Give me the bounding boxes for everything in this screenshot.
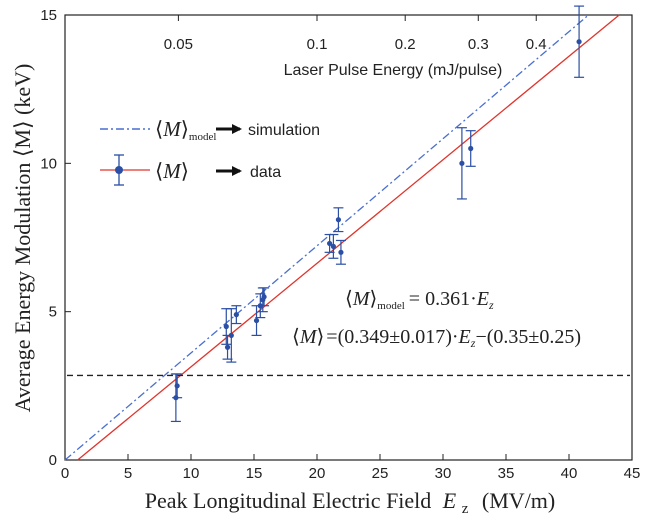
y-tick-label: 15 <box>40 7 57 24</box>
data-point <box>327 240 333 247</box>
top-tick-label: 0.3 <box>468 36 489 53</box>
equation-fit-var-sub: z <box>470 336 476 350</box>
top-tick-label: 0.2 <box>395 36 416 53</box>
data-point <box>576 39 582 45</box>
data-point <box>261 294 267 300</box>
legend-model-text: simulation <box>248 122 320 139</box>
x-tick-label: 10 <box>183 465 200 482</box>
x-tick-label: 0 <box>61 465 69 482</box>
y-tick-label: 0 <box>49 452 57 469</box>
legend-data-symbol: ⟨M⟩ <box>155 159 189 183</box>
equation-model-var-sub: z <box>488 298 494 312</box>
fit-lines <box>64 14 630 461</box>
data-point <box>468 145 474 152</box>
x-tick-label: 30 <box>435 465 452 482</box>
data-points <box>170 5 585 423</box>
data-point <box>335 217 342 223</box>
equation-fit: ⟨M⟩ =(0.349±0.017)·Ez−(0.35±0.25) <box>292 326 581 350</box>
x-axis-title-var: E <box>442 488 457 513</box>
data-point <box>223 323 229 330</box>
data-point <box>253 317 260 324</box>
x-axis-title-sub: z <box>462 501 469 517</box>
y-tick-label: 10 <box>40 155 57 172</box>
x-tick-label: 40 <box>561 465 578 482</box>
equation-fit-tail: −(0.35±0.25) <box>475 326 581 348</box>
equation-fit-var: E <box>458 326 471 348</box>
data-fit-line <box>77 14 620 461</box>
x-axis-title-main: Peak Longitudinal Electric Field <box>145 488 432 513</box>
top-tick-label: 0.05 <box>164 36 193 53</box>
x-tick-label: 25 <box>372 465 389 482</box>
equation-annotations: ⟨M⟩model = 0.361·Ez ⟨M⟩ =(0.349±0.017)·Ez−… <box>292 288 581 350</box>
model-simulation-line <box>64 14 589 461</box>
equation-model-sub: model <box>377 300 405 312</box>
x-tick-label: 45 <box>624 465 641 482</box>
y-axis-title: Average Energy Modulation ⟨M⟩ (keV) <box>10 64 35 413</box>
y-axis-ticks: 0 5 10 15 <box>40 7 71 469</box>
data-point <box>228 332 234 338</box>
plot-frame <box>64 14 633 461</box>
x-axis-title: Peak Longitudinal Electric Field E z (MV… <box>145 488 556 518</box>
equation-model-var: E <box>476 288 489 310</box>
top-axis-title: Laser Pulse Energy (mJ/pulse) <box>284 62 503 79</box>
equation-fit-mid: =(0.349±0.017)· <box>326 326 458 348</box>
x-tick-label: 20 <box>309 465 326 482</box>
legend: ⟨M⟩model simulation ⟨M⟩ data <box>100 117 320 186</box>
data-point <box>233 312 239 318</box>
top-tick-label: 0.4 <box>526 36 547 53</box>
x-tick-label: 35 <box>498 465 515 482</box>
legend-model-symbol: ⟨M⟩model <box>155 117 216 143</box>
top-tick-label: 0.1 <box>307 36 328 53</box>
equation-model-rhs: = 0.361· <box>409 288 477 310</box>
x-tick-label: 15 <box>246 465 263 482</box>
data-point <box>330 243 336 249</box>
data-point <box>173 395 179 401</box>
legend-data-marker <box>115 166 123 174</box>
equation-model: ⟨M⟩model = 0.361·Ez <box>345 288 494 312</box>
data-point <box>224 344 231 350</box>
data-point <box>338 249 344 255</box>
x-axis-title-unit: (MV/m) <box>482 488 555 513</box>
top-axis-ticks: 0.05 0.1 0.2 0.3 0.4 <box>164 15 547 53</box>
data-point <box>459 160 465 166</box>
x-axis-ticks: 0 5 10 15 20 25 30 35 40 45 <box>61 454 641 482</box>
y-tick-label: 5 <box>49 304 57 321</box>
legend-data-text: data <box>250 164 281 181</box>
x-tick-label: 5 <box>124 465 132 482</box>
